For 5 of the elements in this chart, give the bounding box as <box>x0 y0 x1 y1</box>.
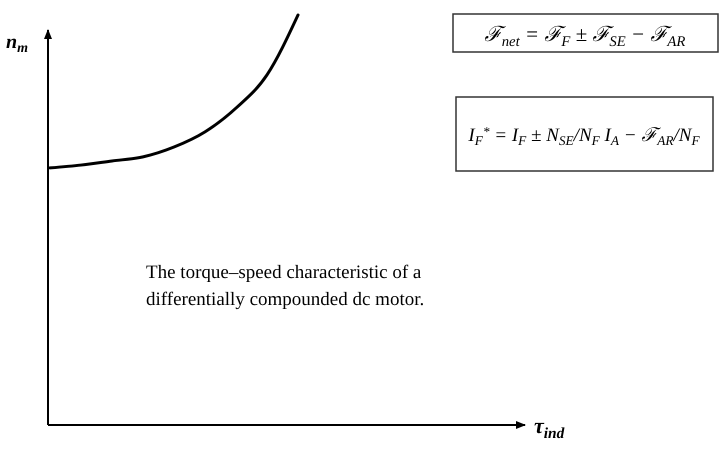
annotation: ℱ$_{net}$ = ℱ$_{F}$ ± ℱ$_{SE}$ − ℱ$_{AR}$ <box>484 22 686 50</box>
x-axis-title: τ$_{ind}$ <box>534 413 565 442</box>
text: I$_{F}$$^{*}$ = I$_{F}$ ± N$_{SE}$/N$_{F}$ I$_{A}$ − ℱ$_{AR}$/N$_{F}$ <box>468 124 700 148</box>
annotation: The torque–speed characteristic of a differentially compounded dc motor. <box>146 262 424 310</box>
y-axis-title: n$_{m}$ <box>6 31 28 56</box>
